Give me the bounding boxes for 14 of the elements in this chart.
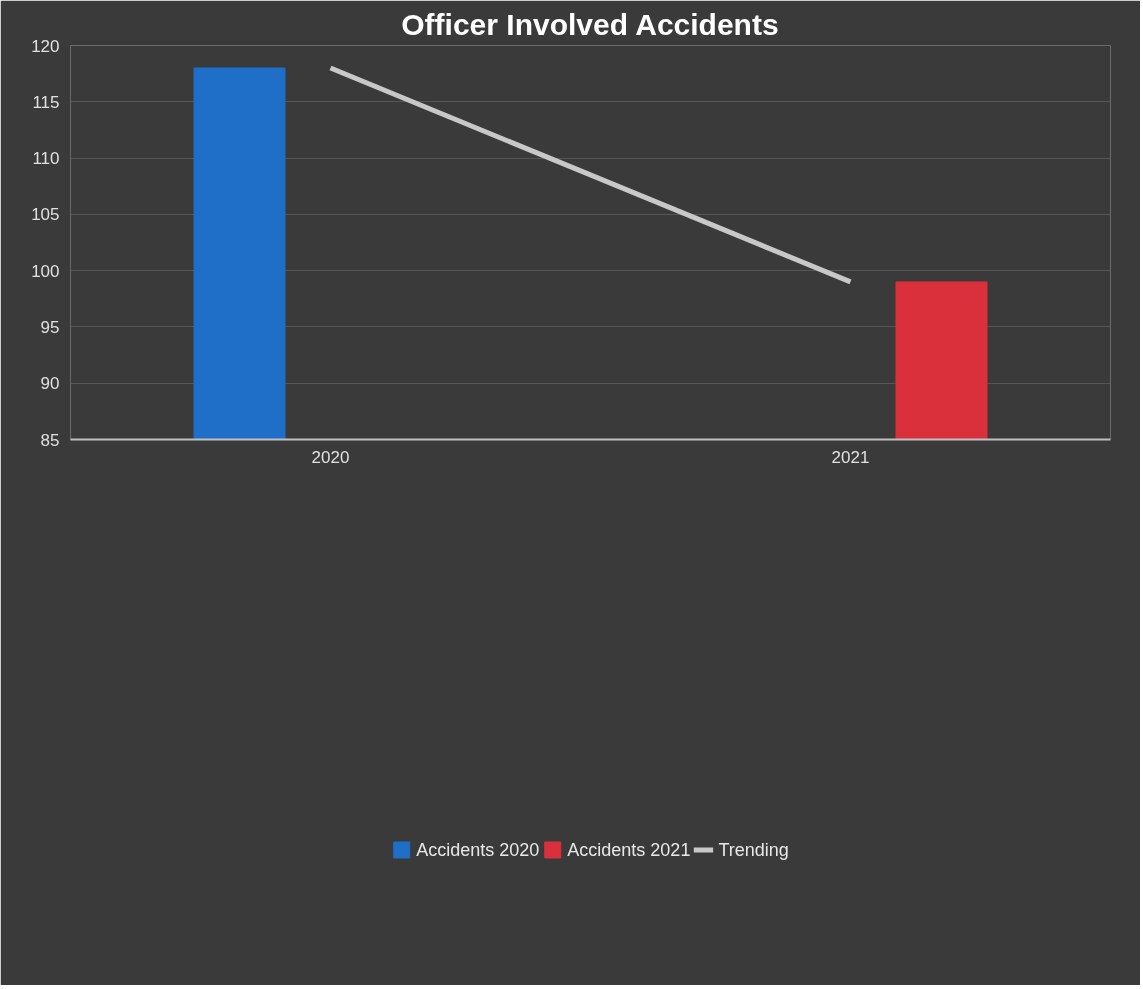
y-tick-label: 100: [31, 261, 60, 281]
legend-label: Trending: [718, 839, 789, 861]
chart-title: Officer Involved Accidents: [401, 7, 779, 41]
y-tick-label: 95: [40, 317, 60, 337]
y-tick-label: 115: [32, 92, 60, 112]
legend-label: Accidents 2020: [416, 839, 540, 861]
y-tick-label: 120: [31, 36, 60, 56]
y-tick-label: 85: [40, 430, 60, 450]
x-tick-label: 2021: [831, 447, 870, 467]
x-tick-label: 2020: [311, 447, 350, 467]
y-tick-label: 90: [40, 374, 60, 394]
y-tick-label: 110: [32, 149, 60, 169]
legend-label: Accidents 2021: [567, 839, 691, 861]
y-tick-label: 105: [31, 205, 60, 225]
